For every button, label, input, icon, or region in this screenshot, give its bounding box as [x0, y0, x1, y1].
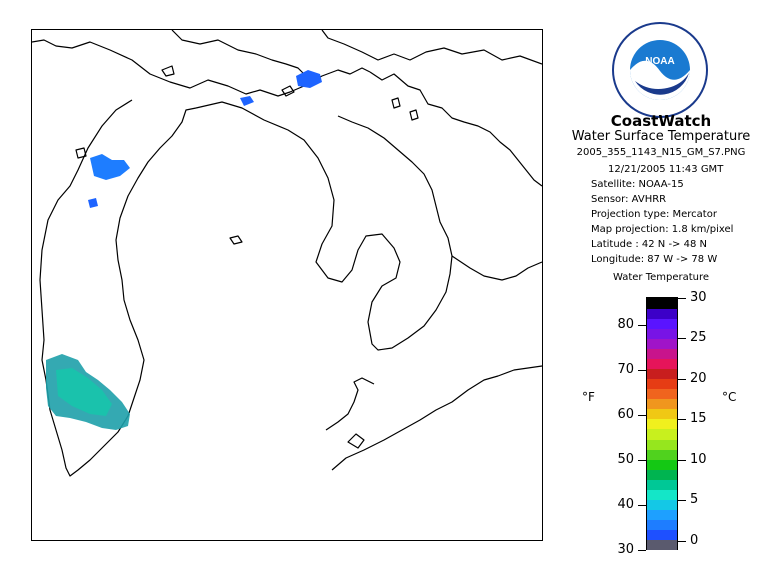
celsius-tick-label: 10 — [690, 451, 707, 467]
sst-patch-superior-east — [240, 96, 254, 106]
colorbar-segment — [647, 308, 677, 320]
celsius-tick — [678, 298, 686, 299]
legend-title: Water Temperature — [612, 272, 710, 283]
lake-superior-south-shore — [32, 39, 371, 97]
fahrenheit-tick — [638, 324, 646, 326]
colorbar-segment — [647, 428, 677, 440]
celsius-tick — [678, 540, 686, 542]
info-longitude: Longitude: 87 W -> 78 W — [591, 254, 718, 265]
brand-title: CoastWatch — [610, 112, 712, 130]
lake-erie-south-shore — [325, 377, 375, 431]
georgian-bay-shore — [451, 255, 542, 281]
info-sensor: Sensor: AVHRR — [591, 194, 667, 205]
celsius-tick-label: 5 — [690, 492, 699, 508]
celsius-tick — [678, 419, 686, 421]
fahrenheit-tick-label: 60 — [617, 406, 634, 422]
colorbar-segment — [647, 538, 677, 550]
colorbar-segment — [647, 498, 677, 510]
colorbar-segment — [647, 518, 677, 530]
fahrenheit-tick-label: 40 — [617, 496, 634, 512]
colorbar-segment — [647, 508, 677, 520]
temperature-colorbar — [646, 297, 678, 550]
colorbar-segment — [647, 448, 677, 460]
info-latitude: Latitude : 42 N -> 48 N — [591, 239, 707, 250]
fahrenheit-tick — [638, 549, 646, 551]
colorbar-segment — [647, 358, 677, 370]
colorbar-segment — [647, 328, 677, 340]
info-datetime: 12/21/2005 11:43 GMT — [608, 164, 724, 175]
celsius-tick — [678, 378, 686, 380]
lake-erie-north-shore — [331, 365, 542, 471]
celsius-tick-label: 15 — [690, 411, 707, 427]
image-filename: 2005_355_1143_N15_GM_S7.PNG — [576, 147, 746, 158]
product-title: Water Surface Temperature — [571, 129, 751, 144]
fahrenheit-tick — [638, 414, 646, 416]
sst-patch-green-bay-small — [88, 198, 98, 208]
coastlines — [32, 30, 542, 477]
great-lakes-map — [32, 30, 542, 477]
island-c — [391, 97, 401, 109]
canadian-shore — [321, 30, 542, 65]
upper-peninsula-north-coast — [369, 71, 542, 187]
unit-fahrenheit: °F — [582, 390, 595, 404]
info-satellite: Satellite: NOAA-15 — [591, 179, 684, 190]
colorbar-segment — [647, 378, 677, 390]
island-e — [281, 85, 295, 97]
north-shore — [171, 30, 309, 79]
fahrenheit-tick-label: 70 — [617, 361, 634, 377]
colorbar-segment — [647, 468, 677, 480]
colorbar-segment — [647, 338, 677, 350]
celsius-tick — [678, 500, 686, 502]
colorbar-segment — [647, 398, 677, 410]
lake-michigan-west-shore — [39, 99, 197, 477]
island-b — [161, 65, 175, 77]
island-a — [229, 235, 243, 245]
colorbar-segment — [647, 298, 677, 309]
fahrenheit-tick — [638, 459, 646, 461]
celsius-tick-label: 25 — [690, 330, 707, 346]
colorbar-segment — [647, 458, 677, 470]
colorbar-segment — [647, 348, 677, 360]
colorbar-segment — [647, 368, 677, 380]
info-map-projection: Map projection: 1.8 km/pixel — [591, 224, 734, 235]
celsius-tick — [678, 338, 686, 340]
colorbar-segment — [647, 408, 677, 420]
celsius-tick-label: 30 — [690, 290, 707, 305]
fahrenheit-tick — [638, 504, 646, 506]
lake-huron-west-shore — [195, 101, 453, 351]
colorbar-segment — [647, 418, 677, 430]
info-projection-type: Projection type: Mercator — [591, 209, 717, 220]
sst-patch-lake-superior-whitefish-bay — [296, 70, 322, 88]
colorbar-segment — [647, 478, 677, 490]
fahrenheit-tick-label: 80 — [617, 316, 634, 332]
fahrenheit-tick-label: 50 — [617, 451, 634, 467]
celsius-tick — [678, 459, 686, 461]
map-panel — [31, 29, 543, 541]
colorbar-segment — [647, 528, 677, 540]
colorbar-segment — [647, 318, 677, 330]
island-f — [75, 147, 87, 159]
unit-celsius: °C — [722, 390, 737, 404]
celsius-tick-label: 20 — [690, 370, 707, 386]
fahrenheit-tick — [638, 369, 646, 371]
island-d — [409, 109, 419, 121]
colorbar-segment — [647, 388, 677, 400]
celsius-tick-label: 0 — [690, 532, 699, 548]
fahrenheit-tick-label: 30 — [617, 541, 634, 557]
sst-patch-southern-lake-michigan-core — [56, 368, 112, 416]
colorbar-segment — [647, 438, 677, 450]
noaa-logo-text: NOAA — [645, 56, 674, 67]
lake-st-clair — [347, 433, 365, 449]
colorbar-segment — [647, 488, 677, 500]
sst-patches — [46, 70, 322, 430]
noaa-logo: NOAA — [612, 22, 708, 118]
sst-patch-green-bay-north — [90, 154, 130, 180]
